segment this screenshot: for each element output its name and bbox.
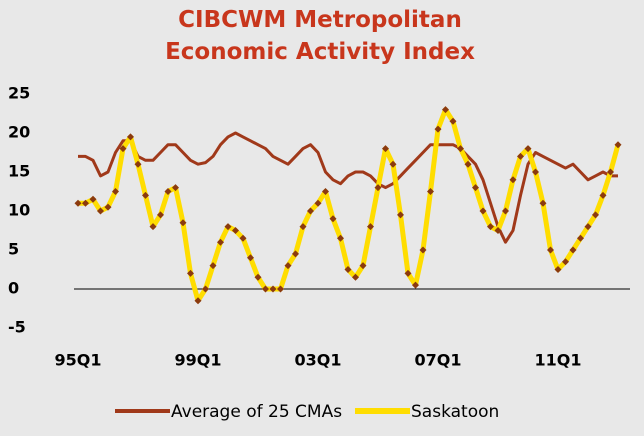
marker [442, 106, 449, 114]
marker [254, 273, 262, 281]
marker [307, 207, 314, 215]
marker [524, 145, 532, 153]
marker [209, 262, 217, 270]
chart-title: CIBCWM Metropolitan Economic Activity In… [165, 7, 475, 65]
marker [314, 199, 322, 207]
marker [292, 250, 299, 258]
marker [554, 266, 562, 273]
x-tick-label: 03Q1 [295, 351, 342, 370]
marker [427, 188, 434, 195]
marker [359, 262, 367, 270]
marker [382, 145, 389, 153]
marker [562, 258, 569, 266]
marker [599, 191, 607, 199]
marker [179, 219, 187, 227]
marker [592, 211, 599, 219]
marker [142, 191, 149, 199]
marker [194, 297, 202, 305]
marker [404, 269, 412, 277]
marker [337, 234, 344, 242]
marker [112, 188, 119, 195]
x-tick-label: 99Q1 [175, 351, 222, 370]
marker [494, 227, 502, 234]
y-tick-label: 15 [8, 162, 30, 181]
marker [284, 262, 292, 270]
marker [202, 285, 209, 293]
marker [577, 234, 584, 242]
marker [299, 223, 307, 231]
marker [157, 211, 164, 219]
marker [164, 188, 172, 195]
x-tick-label: 95Q1 [55, 351, 102, 370]
marker [397, 211, 404, 219]
marker [614, 141, 622, 149]
y-tick-label: 25 [8, 84, 30, 103]
marker [502, 207, 509, 215]
marker [104, 203, 112, 211]
marker [239, 234, 247, 242]
marker [74, 199, 82, 207]
marker [509, 176, 517, 184]
marker [374, 184, 382, 192]
marker [367, 223, 374, 231]
marker [89, 195, 97, 203]
marker [187, 269, 194, 277]
marker [232, 227, 239, 234]
marker [389, 160, 397, 168]
marker [352, 273, 359, 281]
legend-label: Saskatoon [411, 402, 499, 422]
marker [434, 125, 442, 133]
marker [134, 160, 142, 168]
marker [149, 223, 157, 231]
x-tick-label: 07Q1 [415, 351, 462, 370]
marker [569, 246, 577, 254]
marker [412, 281, 419, 289]
x-tick-label: 11Q1 [535, 351, 582, 370]
y-tick-label: 0 [8, 279, 19, 298]
marker [247, 254, 254, 262]
marker [517, 152, 524, 160]
marker [419, 246, 427, 254]
marker [127, 133, 134, 141]
marker [584, 223, 592, 231]
marker [82, 199, 89, 207]
marker [224, 223, 232, 231]
legend-label: Average of 25 CMAs [171, 402, 342, 422]
y-tick-label: 5 [8, 240, 19, 259]
marker [532, 168, 539, 176]
y-tick-label: -5 [8, 318, 26, 337]
marker [464, 160, 472, 168]
y-tick-label: 20 [8, 123, 30, 142]
marker [97, 207, 104, 215]
series-line [78, 131, 618, 244]
marker [277, 285, 284, 293]
marker [547, 246, 554, 254]
marker [217, 238, 224, 246]
marker [119, 145, 127, 153]
marker [262, 285, 269, 293]
marker [322, 188, 329, 195]
marker [457, 145, 464, 153]
marker [607, 168, 614, 176]
marker [487, 223, 494, 231]
marker [329, 215, 337, 223]
marker [344, 266, 352, 273]
y-tick-label: 10 [8, 201, 30, 220]
marker [172, 184, 179, 192]
marker [539, 199, 547, 207]
marker [472, 184, 479, 192]
marker [449, 117, 457, 125]
marker [479, 207, 487, 215]
marker [269, 285, 277, 293]
